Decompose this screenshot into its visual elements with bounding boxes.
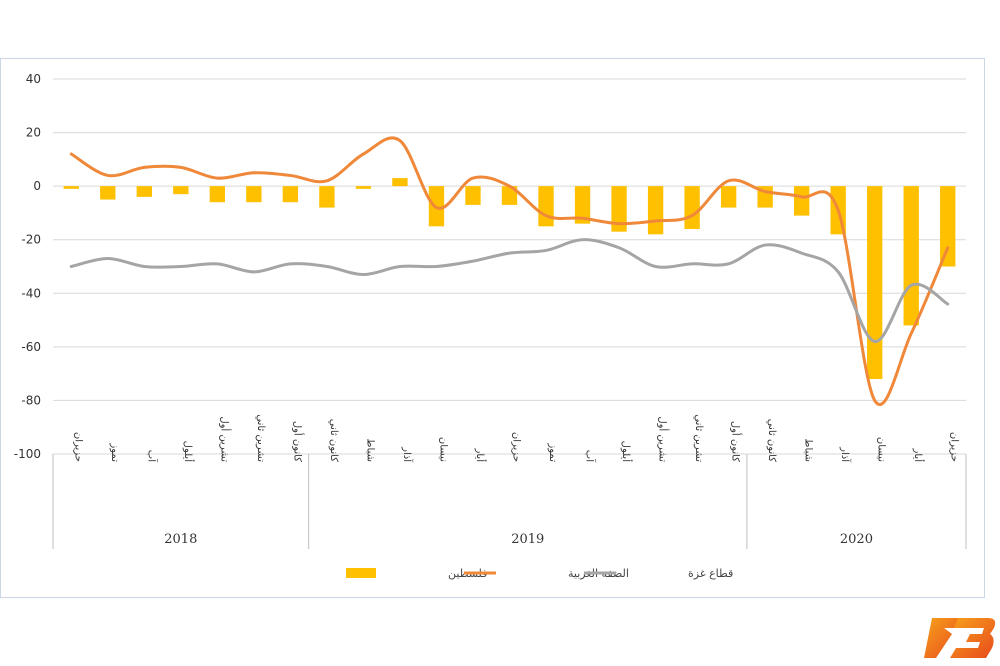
bar <box>538 186 554 227</box>
legend-swatch <box>346 568 376 578</box>
x-tick-label: تشرين ثاني <box>255 414 266 462</box>
bar <box>574 186 591 224</box>
x-tick-label: شباط <box>364 438 375 462</box>
x-tick-label: نيسان <box>876 437 887 462</box>
bar <box>209 186 226 203</box>
x-tick-label: آذار <box>839 446 852 463</box>
bar <box>136 186 152 197</box>
bar <box>684 186 700 229</box>
bar <box>465 186 481 205</box>
x-tick-label: أيار <box>474 448 487 463</box>
x-axis: حزيران تموز آب أيلول تشرين أول تشرين ثاني كانو… <box>52 414 967 549</box>
y-tick-label: -80 <box>21 393 41 407</box>
bar <box>282 186 299 203</box>
legend-label: قطاع غزة <box>688 567 733 580</box>
bar <box>720 186 737 208</box>
bar <box>319 186 335 208</box>
y-tick-label: -60 <box>21 340 41 354</box>
series-line <box>69 136 950 406</box>
y-tick-label: 20 <box>26 126 41 140</box>
y-axis: 40 20 0 -20 -40 -60 -80 -100 <box>14 72 41 461</box>
x-tick-label: كانون ثاني <box>328 419 339 462</box>
y-tick-label: -100 <box>14 447 41 461</box>
x-tick-label: أيلول <box>620 441 633 463</box>
bars-layer <box>63 178 956 379</box>
x-tick-label: تشرين أول <box>657 416 670 462</box>
x-tick-label: تموز <box>109 442 120 462</box>
year-label: 2020 <box>840 532 873 547</box>
bar <box>903 186 919 326</box>
lines-layer <box>69 136 950 406</box>
x-tick-label: حزيران <box>511 432 522 462</box>
x-tick-label: كانون ثاني <box>766 419 777 462</box>
x-tick-label: أيار <box>912 448 925 463</box>
y-tick-label: 40 <box>26 72 41 86</box>
x-tick-label: أيلول <box>182 441 195 463</box>
x-tick-label: آب <box>145 450 158 463</box>
bar <box>793 186 810 216</box>
x-tick-label: نيسان <box>437 437 448 462</box>
bar <box>392 178 408 187</box>
bar <box>63 186 79 189</box>
bar <box>501 186 518 205</box>
x-tick-label: تموز <box>547 442 558 462</box>
x-tick-label: شباط <box>803 438 814 462</box>
bar <box>173 186 189 195</box>
y-tick-label: -40 <box>21 286 41 300</box>
bar <box>611 186 627 232</box>
series-line <box>69 238 950 343</box>
y-tick-label: 0 <box>33 179 41 193</box>
bar <box>246 186 262 203</box>
brand-logo <box>924 618 996 658</box>
x-tick-label: آب <box>584 450 597 463</box>
bar <box>940 186 956 267</box>
year-label: 2018 <box>164 532 197 547</box>
x-tick-label: حزيران <box>949 432 960 462</box>
bar <box>867 186 883 379</box>
year-label: 2019 <box>511 532 544 547</box>
x-tick-label: كانون أول <box>730 421 743 462</box>
x-tick-label: حزيران <box>72 432 83 462</box>
x-tick-label: تشرين أول <box>218 416 231 462</box>
combo-chart: 40 20 0 -20 -40 -60 -80 -100 حزيران تموز آب أيلول ت… <box>14 72 967 580</box>
bar <box>355 186 372 189</box>
bar <box>647 186 664 235</box>
x-tick-label: آذار <box>401 446 414 463</box>
x-tick-label: تشرين ثاني <box>693 414 704 462</box>
x-tick-label: كانون أول <box>291 421 304 462</box>
chart-frame: 40 20 0 -20 -40 -60 -80 -100 حزيران تموز آب أيلول ت… <box>0 58 985 598</box>
y-tick-label: -20 <box>21 233 41 247</box>
bar <box>100 186 116 200</box>
